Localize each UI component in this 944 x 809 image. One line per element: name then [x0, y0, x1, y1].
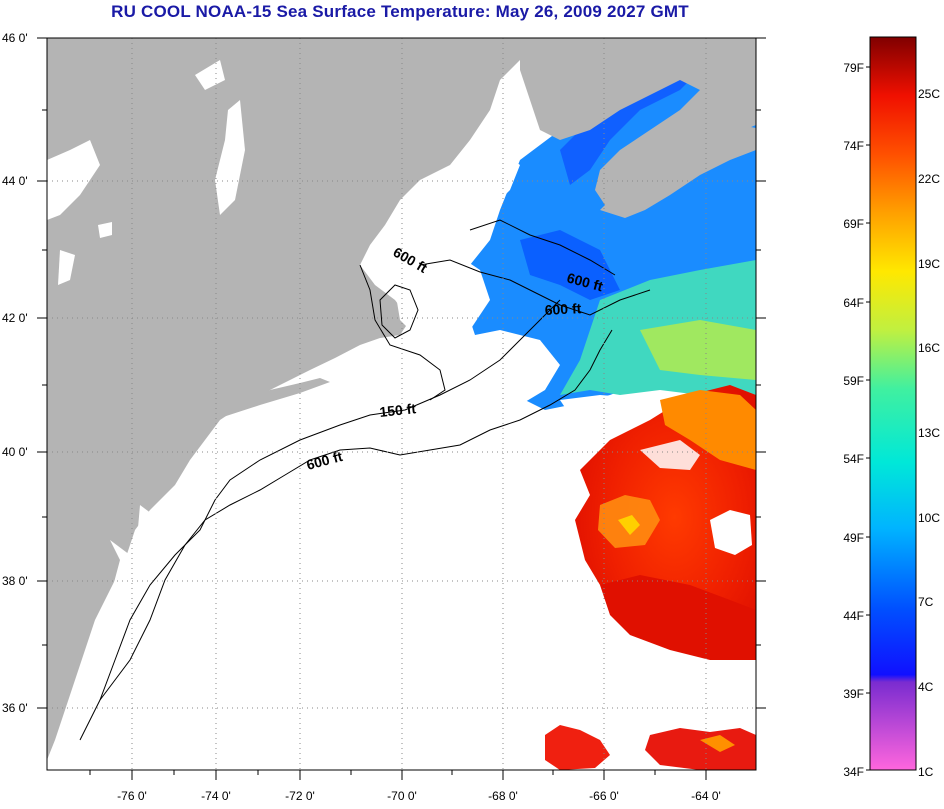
colorbar-f-label: 39F — [843, 687, 864, 701]
bay-of-fundy-water — [560, 62, 700, 185]
inland-lake-1 — [195, 60, 225, 90]
colorbar-f-label: 74F — [843, 139, 864, 153]
inland-lake-4 — [98, 222, 112, 238]
gulf-of-maine-clouds — [395, 250, 490, 345]
colorbar — [869, 36, 917, 771]
green-frontal-water — [640, 320, 756, 380]
maritimes-land — [520, 38, 756, 215]
contour-coastline-detail — [359, 264, 446, 401]
shelf-cloud-streak — [560, 395, 660, 420]
southern-warm-patch-2 — [645, 728, 756, 770]
lon-label: -76 0' — [117, 789, 147, 803]
contour-label: 600 ft — [544, 300, 582, 318]
colorbar-f-label: 54F — [843, 452, 864, 466]
lon-label: -70 0' — [387, 789, 417, 803]
southern-warm-patch-1 — [545, 725, 610, 770]
inland-lake-2 — [215, 100, 245, 215]
colorbar-c-label: 4C — [918, 680, 934, 694]
lat-label: 46 0' — [2, 31, 28, 45]
colorbar-f-label: 59F — [843, 374, 864, 388]
delaware-bay-water — [138, 505, 160, 535]
georges-bank-clouds — [450, 330, 560, 420]
long-island-sound-land — [190, 378, 330, 425]
lon-label: -66 0' — [589, 789, 619, 803]
colorbar-c-label: 25C — [918, 87, 940, 101]
inland-lake-5 — [58, 250, 75, 285]
colorbar-f-label: 49F — [843, 531, 864, 545]
southern-warm-patch-3 — [700, 735, 735, 752]
lon-label: -72 0' — [285, 789, 315, 803]
nova-scotia-land — [600, 125, 756, 218]
lat-label: 38 0' — [2, 574, 28, 588]
colorbar-f-label: 64F — [843, 296, 864, 310]
warm-cloud-gap — [710, 510, 752, 555]
warm-cloud-gap-2 — [640, 440, 700, 470]
colorbar-c-label: 1C — [918, 765, 934, 779]
map-title: RU COOL NOAA-15 Sea Surface Temperature:… — [111, 2, 689, 21]
warm-eddy-orange — [660, 390, 756, 470]
contour-inner-loop — [379, 284, 419, 339]
graticule — [47, 38, 756, 770]
contour-150ft-shelf — [79, 299, 561, 741]
colorbar-c-label: 16C — [918, 341, 940, 355]
colorbar-c-label: 22C — [918, 172, 940, 186]
colorbar-f-label: 79F — [843, 61, 864, 75]
frame-ticks — [37, 37, 766, 780]
lat-label: 42 0' — [2, 311, 28, 325]
colorbar-c-label: 13C — [918, 426, 940, 440]
inland-lake-3 — [47, 140, 100, 220]
gulf-stream-dark-band — [600, 575, 756, 660]
lon-label: -74 0' — [201, 789, 231, 803]
colorbar-f-label: 34F — [843, 765, 864, 779]
colorbar-f-label: 69F — [843, 217, 864, 231]
lat-label: 44 0' — [2, 174, 28, 188]
contour-600ft-north — [469, 219, 616, 276]
lat-label: 40 0' — [2, 445, 28, 459]
frame-minor-ticks — [42, 109, 761, 775]
colorbar-c-label: 7C — [918, 595, 934, 609]
us-east-coast-land — [47, 38, 520, 760]
colorbar-ticks — [866, 66, 870, 771]
colorbar-c-label: 10C — [918, 511, 940, 525]
contour-600ft-gulf-of-maine — [419, 259, 651, 316]
contour-600ft-shelf-break — [99, 329, 613, 701]
colorbar-f-label: 44F — [843, 609, 864, 623]
maine-coast-clouds — [405, 150, 520, 265]
cold-deep-blue-patches — [520, 230, 620, 300]
contour-label: 150 ft — [379, 400, 417, 420]
lon-label: -68 0' — [488, 789, 518, 803]
colorbar-c-label: 19C — [918, 257, 940, 271]
lat-label: 36 0' — [2, 701, 28, 715]
chesapeake-bay-water — [92, 540, 130, 690]
warm-ring-yellow — [618, 515, 640, 535]
lon-label: -64 0' — [691, 789, 721, 803]
